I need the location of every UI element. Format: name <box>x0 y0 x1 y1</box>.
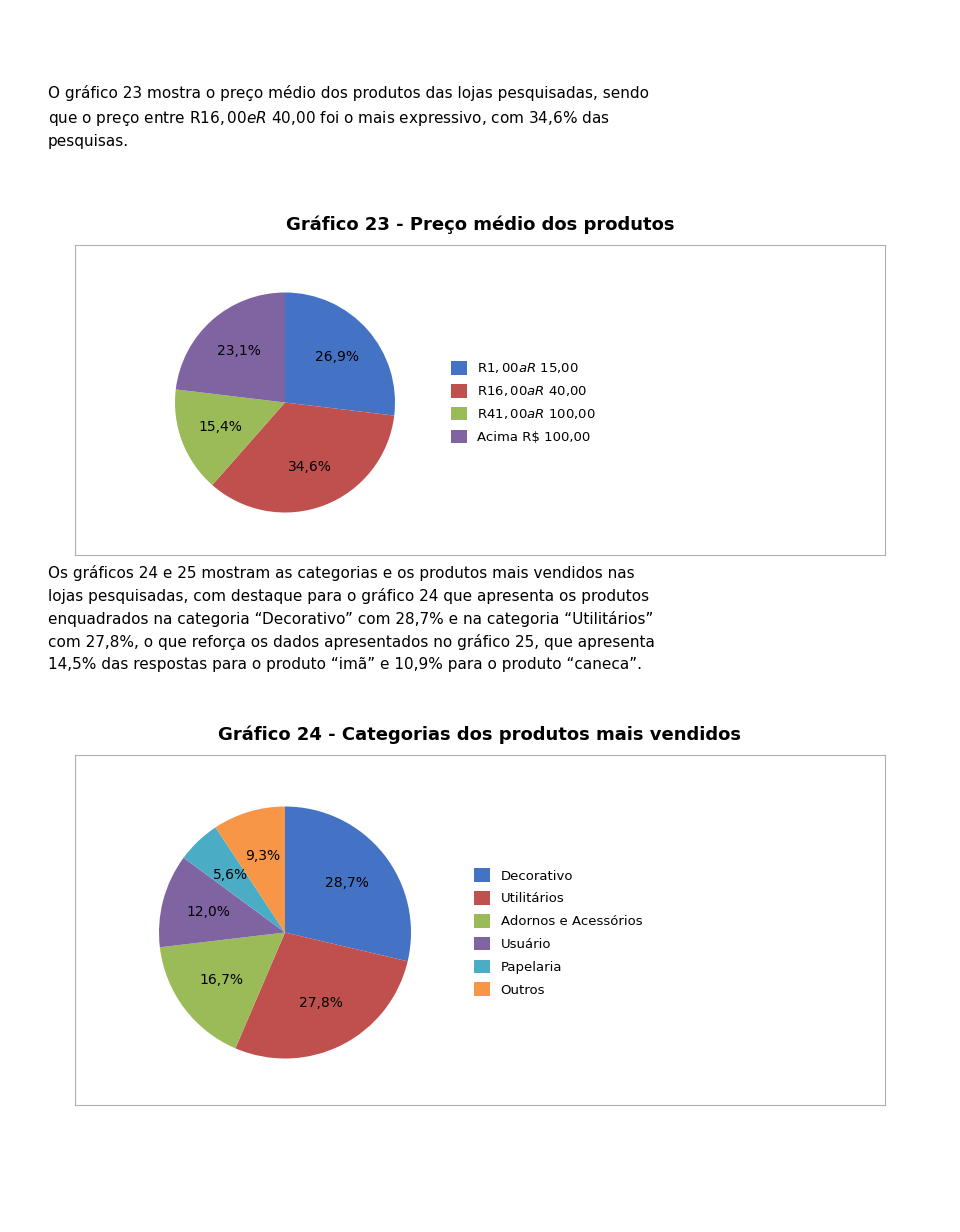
Text: 28,7%: 28,7% <box>325 876 370 891</box>
Text: 12,0%: 12,0% <box>186 904 230 919</box>
Text: Os gráficos 24 e 25 mostram as categorias e os produtos mais vendidos nas
lojas : Os gráficos 24 e 25 mostram as categoria… <box>48 565 655 671</box>
Text: 23,1%: 23,1% <box>217 344 261 357</box>
Text: 26,9%: 26,9% <box>315 350 359 363</box>
Text: O gráfico 23 mostra o preço médio dos produtos das lojas pesquisadas, sendo
que : O gráfico 23 mostra o preço médio dos pr… <box>48 85 649 149</box>
Text: 5,6%: 5,6% <box>213 867 249 882</box>
Wedge shape <box>216 807 285 933</box>
Wedge shape <box>183 828 285 933</box>
Wedge shape <box>159 857 285 947</box>
Wedge shape <box>235 933 408 1058</box>
Wedge shape <box>285 292 395 415</box>
Wedge shape <box>212 403 395 513</box>
Text: 9,3%: 9,3% <box>245 849 280 864</box>
Legend: Decorativo, Utilitários, Adornos e Acessórios, Usuário, Papelaria, Outros: Decorativo, Utilitários, Adornos e Acess… <box>474 869 642 997</box>
Wedge shape <box>175 389 285 485</box>
Text: 15,4%: 15,4% <box>199 420 242 434</box>
Wedge shape <box>285 807 411 961</box>
Wedge shape <box>176 292 285 403</box>
Text: 34,6%: 34,6% <box>288 461 331 474</box>
Wedge shape <box>160 933 285 1048</box>
Text: 27,8%: 27,8% <box>299 997 343 1010</box>
Legend: R$1,00 a R$ 15,00, R$16,00 a R$ 40,00, R$41,00 a R$ 100,00, Acima R$ 100,00: R$1,00 a R$ 15,00, R$16,00 a R$ 40,00, R… <box>451 361 596 444</box>
Text: Gráfico 24 - Categorias dos produtos mais vendidos: Gráfico 24 - Categorias dos produtos mai… <box>219 726 741 744</box>
Text: 16,7%: 16,7% <box>200 973 243 987</box>
Text: Gráfico 23 - Preço médio dos produtos: Gráfico 23 - Preço médio dos produtos <box>286 216 674 234</box>
